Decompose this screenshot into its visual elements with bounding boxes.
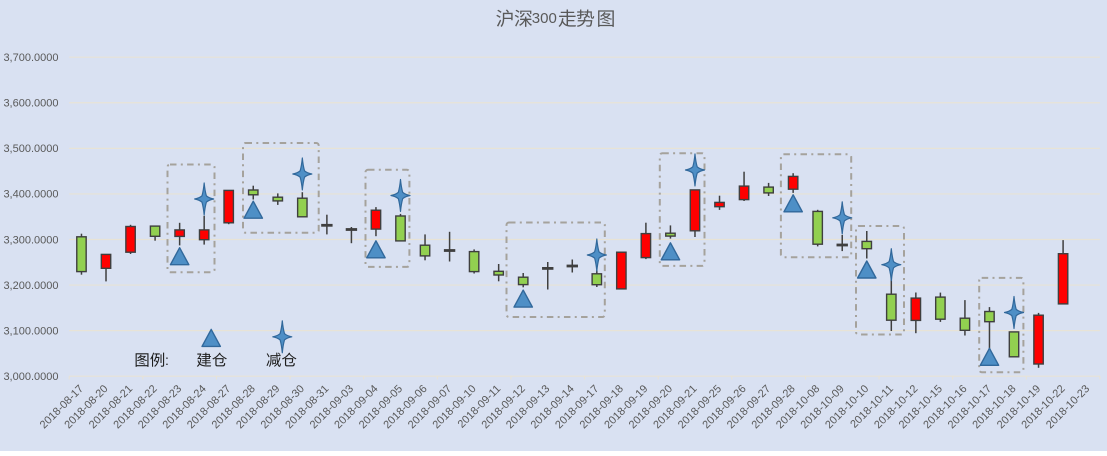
svg-text:3,100.0000: 3,100.0000 <box>3 325 58 337</box>
svg-text:3,500.0000: 3,500.0000 <box>3 143 58 155</box>
svg-text:3,700.0000: 3,700.0000 <box>3 52 58 64</box>
svg-text:3,000.0000: 3,000.0000 <box>3 371 58 383</box>
svg-text:3,200.0000: 3,200.0000 <box>3 280 58 292</box>
svg-text:3,400.0000: 3,400.0000 <box>3 189 58 201</box>
svg-text:3,600.0000: 3,600.0000 <box>3 98 58 110</box>
svg-text:300: 300 <box>532 10 557 27</box>
svg-text::: : <box>165 352 169 368</box>
svg-text:3,300.0000: 3,300.0000 <box>3 234 58 246</box>
